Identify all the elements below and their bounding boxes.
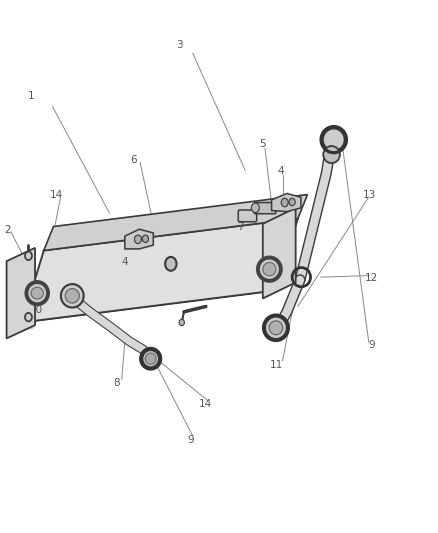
Circle shape <box>142 235 148 243</box>
Text: 4: 4 <box>121 257 128 267</box>
Text: 4: 4 <box>277 166 284 175</box>
Text: 13: 13 <box>363 190 376 199</box>
Circle shape <box>165 257 177 271</box>
FancyBboxPatch shape <box>254 203 276 214</box>
Ellipse shape <box>263 263 276 276</box>
Circle shape <box>281 198 288 207</box>
Text: 9: 9 <box>368 341 375 350</box>
Text: 7: 7 <box>237 222 244 231</box>
Circle shape <box>251 203 259 213</box>
Ellipse shape <box>27 283 47 303</box>
Text: 11: 11 <box>269 360 283 369</box>
Text: 12: 12 <box>365 273 378 283</box>
Text: 6: 6 <box>130 155 137 165</box>
Polygon shape <box>263 208 296 298</box>
FancyBboxPatch shape <box>238 210 257 222</box>
Polygon shape <box>44 195 307 251</box>
Ellipse shape <box>265 317 287 339</box>
Ellipse shape <box>259 259 280 280</box>
Ellipse shape <box>323 146 340 163</box>
Ellipse shape <box>65 289 79 303</box>
Ellipse shape <box>269 321 283 335</box>
Ellipse shape <box>323 128 345 151</box>
Ellipse shape <box>31 287 43 299</box>
Text: 1: 1 <box>27 91 34 101</box>
Text: 8: 8 <box>113 378 120 387</box>
Text: 14: 14 <box>49 190 63 199</box>
Polygon shape <box>125 229 153 249</box>
Circle shape <box>179 319 184 326</box>
Polygon shape <box>7 248 35 338</box>
Circle shape <box>289 198 295 206</box>
Circle shape <box>25 252 32 260</box>
Text: 10: 10 <box>29 305 42 315</box>
Polygon shape <box>272 193 301 212</box>
Ellipse shape <box>145 353 156 365</box>
Circle shape <box>134 235 141 244</box>
Ellipse shape <box>142 350 159 368</box>
Text: 14: 14 <box>199 399 212 409</box>
Text: 3: 3 <box>176 41 183 50</box>
Polygon shape <box>22 219 298 322</box>
Ellipse shape <box>61 284 84 308</box>
Text: 5: 5 <box>259 139 266 149</box>
Circle shape <box>25 313 32 321</box>
Text: 2: 2 <box>4 225 11 235</box>
Text: 9: 9 <box>187 435 194 445</box>
